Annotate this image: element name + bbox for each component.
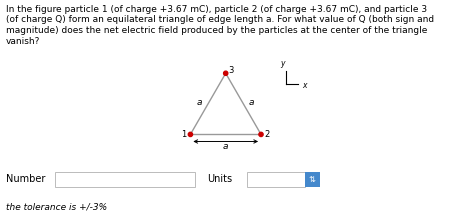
FancyBboxPatch shape <box>305 172 320 187</box>
Text: a: a <box>197 98 202 107</box>
Circle shape <box>259 132 263 136</box>
Circle shape <box>224 71 228 75</box>
Text: Units: Units <box>207 174 232 184</box>
Text: ⇅: ⇅ <box>309 175 316 184</box>
Text: y: y <box>281 59 285 68</box>
Text: magnitude) does the net electric field produced by the particles at the center o: magnitude) does the net electric field p… <box>6 26 428 35</box>
Text: 3: 3 <box>228 66 233 75</box>
Circle shape <box>188 132 192 136</box>
Text: x: x <box>302 81 307 90</box>
Text: vanish?: vanish? <box>6 37 40 46</box>
Text: 1: 1 <box>182 130 187 139</box>
Text: (of charge Q) form an equilateral triangle of edge length a. For what value of Q: (of charge Q) form an equilateral triang… <box>6 16 434 25</box>
Text: Number: Number <box>6 174 46 184</box>
FancyBboxPatch shape <box>55 172 195 187</box>
Text: a: a <box>249 98 255 107</box>
Text: 2: 2 <box>265 130 270 139</box>
Text: the tolerance is +/-3%: the tolerance is +/-3% <box>6 203 107 212</box>
Text: a: a <box>223 142 228 151</box>
Text: In the figure particle 1 (of charge +3.67 mC), particle 2 (of charge +3.67 mC), : In the figure particle 1 (of charge +3.6… <box>6 5 427 14</box>
FancyBboxPatch shape <box>247 172 305 187</box>
